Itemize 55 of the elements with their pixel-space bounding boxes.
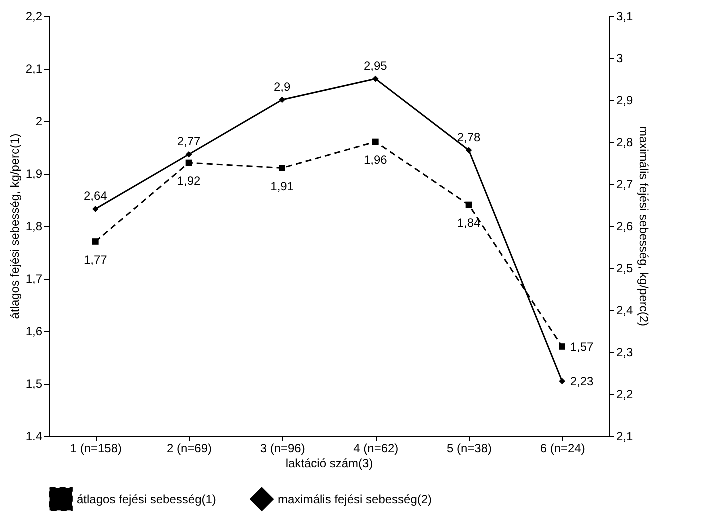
y-tick-label: 1.4 [26, 430, 43, 444]
y-tick-label: 2,2 [26, 10, 43, 24]
y-tick-label: 1,9 [26, 167, 43, 181]
point [279, 96, 286, 104]
y-tick-label: 2,1 [26, 62, 43, 76]
y2-axis-title: maximális fejési sebesség, kg/perc(2) [637, 126, 652, 327]
y2-tick-label: 3,1 [616, 10, 634, 24]
point [559, 378, 566, 385]
y2-tick-label: 2,2 [616, 388, 634, 402]
y2-tick-label: 3 [616, 52, 624, 66]
y2-tick-label: 2,3 [616, 346, 634, 360]
point [186, 151, 192, 158]
data-label: 1,84 [457, 216, 481, 230]
data-label: 1,96 [364, 153, 388, 167]
data-label: 1,57 [570, 340, 594, 354]
legend-label: átlagos fejési sebesség(1) [77, 492, 216, 506]
y-tick-label: 1,6 [26, 324, 43, 338]
y2-tick-label: 2,6 [616, 220, 634, 234]
y-tick-label: 1,5 [26, 377, 43, 391]
x-axis-title: laktáció szám(3) [286, 456, 374, 470]
point [559, 344, 566, 350]
y2-tick-label: 2,5 [616, 262, 634, 276]
point [279, 165, 286, 172]
data-label: 2,9 [274, 80, 291, 94]
point [372, 76, 379, 82]
point [92, 238, 99, 245]
y-tick-label: 1,8 [26, 220, 43, 234]
data-label: 2,23 [570, 374, 594, 388]
x-tick-label: 2 (n=69) [166, 442, 212, 456]
x-tick-label: 4 (n=62) [354, 442, 399, 456]
data-label: 1,77 [84, 252, 108, 267]
y-axis-title: átlagos fejési sebesség, kg/perc(1) [8, 134, 22, 320]
legend-label: maximális fejési sebesség(2) [278, 492, 432, 506]
y2-tick-label: 2,8 [616, 136, 634, 150]
y2-tick-label: 2,4 [616, 304, 634, 318]
point [92, 206, 99, 212]
y2-tick-label: 2,7 [616, 178, 634, 192]
point [372, 138, 379, 146]
x-tick-label: 5 (n=38) [446, 442, 492, 456]
y2-tick-label: 2,9 [616, 94, 634, 108]
y-tick-label: 2 [36, 114, 43, 128]
data-label: 1,92 [177, 174, 201, 188]
y2-tick-label: 2,1 [616, 430, 634, 444]
data-label: 2,77 [177, 134, 201, 149]
point [466, 147, 472, 154]
data-label: 2,95 [364, 59, 388, 73]
point [186, 160, 192, 166]
x-tick-label: 3 (n=96) [260, 442, 306, 456]
data-label: 2,78 [457, 130, 481, 144]
data-label: 2,64 [84, 189, 108, 204]
y-tick-label: 1,7 [26, 272, 43, 286]
data-label: 1,91 [270, 179, 294, 194]
x-tick-label: 6 (n=24) [540, 442, 586, 456]
point [466, 202, 472, 208]
x-tick-label: 1 (n=158) [70, 442, 122, 456]
